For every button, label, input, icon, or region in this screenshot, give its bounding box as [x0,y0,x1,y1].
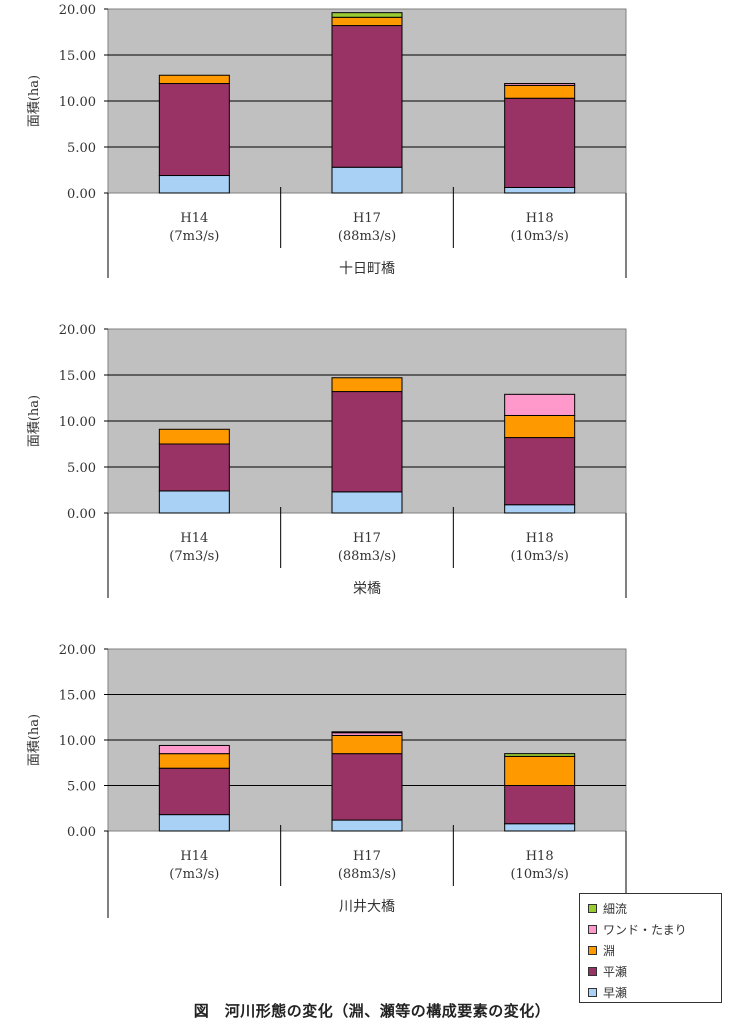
bar-segment-sairyu-h17 [331,12,403,18]
figure-caption: 図 河川形態の変化（淵、瀬等の構成要素の変化） [193,1002,551,1020]
bar-segment-hirase-h14 [158,83,230,177]
bar-segment-sairyu-h18 [504,753,576,757]
bar-segment-hayase-h14 [158,814,230,832]
y-tick-label: 15.00 [59,369,96,384]
bar-segment-wando-h18 [504,83,576,86]
bar-segment-hayase-h18 [504,823,576,832]
bar-segment-hayase-h18 [504,186,576,194]
legend-swatch [588,903,597,913]
legend-label: ワンド・たまり [603,922,687,937]
y-tick-label: 20.00 [59,323,96,338]
y-tick-label: 20.00 [59,643,96,658]
legend-swatch [588,966,597,976]
legend-item-fuchi: 淵 [588,942,615,958]
category-label: H17 [353,849,381,864]
legend-item-sairyu: 細流 [588,900,627,916]
bar-segment-fuchi-h17 [331,377,403,393]
y-axis-label: 面積(ha) [27,75,42,127]
station-label: 十日町橋 [339,261,395,277]
bar-segment-hayase-h18 [504,504,576,514]
category-flow-label: (10m3/s) [510,229,568,244]
legend-swatch [588,924,597,934]
legend-label: 平瀬 [603,964,628,979]
category-flow-label: (10m3/s) [510,549,568,564]
station-label: 川井大橋 [339,899,395,915]
bar-segment-hirase-h17 [331,25,403,168]
bar-segment-hirase-h14 [158,443,230,492]
y-tick-label: 0.00 [67,825,96,840]
legend-swatch [588,945,597,955]
category-flow-label: (88m3/s) [338,867,396,882]
y-tick-label: 0.00 [67,507,96,522]
category-flow-label: (7m3/s) [169,867,219,882]
chart-legend: 細流ワンド・たまり淵平瀬早瀬 [579,893,722,1003]
category-label: H18 [526,211,554,226]
y-tick-label: 10.00 [59,95,96,110]
bar-segment-fuchi-h17 [331,734,403,755]
bar-segment-hirase-h17 [331,753,403,821]
bar-segment-hirase-h18 [504,785,576,825]
y-tick-label: 0.00 [67,187,96,202]
bar-segment-sairyu-h17 [331,731,403,734]
bar-segment-fuchi-h17 [331,16,403,27]
y-tick-label: 5.00 [67,780,96,795]
y-tick-label: 15.00 [59,49,96,64]
station-label: 栄橋 [353,581,381,597]
bar-segment-wando-h18 [504,393,576,416]
category-label: H14 [180,531,208,546]
legend-label: 淵 [603,943,616,958]
bar-segment-fuchi-h18 [504,755,576,787]
y-tick-label: 5.00 [67,141,96,156]
bar-segment-wando-h14 [158,744,230,755]
y-tick-label: 20.00 [59,3,96,18]
category-flow-label: (88m3/s) [338,549,396,564]
bar-segment-fuchi-h14 [158,753,230,769]
category-label: H14 [180,849,208,864]
bar-segment-hayase-h17 [331,166,403,194]
legend-item-wando: ワンド・たまり [588,921,687,937]
y-tick-label: 15.00 [59,689,96,704]
y-tick-label: 5.00 [67,461,96,476]
legend-label: 早瀬 [603,985,628,1000]
legend-item-hirase: 平瀬 [588,963,627,979]
category-flow-label: (7m3/s) [169,229,219,244]
category-label: H17 [353,211,381,226]
category-flow-label: (10m3/s) [510,867,568,882]
bar-segment-hayase-h17 [331,491,403,514]
bar-segment-hirase-h18 [504,437,576,506]
legend-label: 細流 [603,901,628,916]
category-label: H18 [526,849,554,864]
y-tick-label: 10.00 [59,734,96,749]
bar-segment-fuchi-h18 [504,84,576,99]
bar-segment-hirase-h17 [331,391,403,493]
bar-segment-hirase-h18 [504,97,576,188]
category-flow-label: (7m3/s) [169,549,219,564]
bar-segment-hayase-h17 [331,819,403,832]
bar-segment-fuchi-h18 [504,414,576,439]
bar-segment-hayase-h14 [158,490,230,514]
legend-item-hayase: 早瀬 [588,984,627,1000]
category-label: H18 [526,531,554,546]
y-tick-label: 10.00 [59,415,96,430]
bar-segment-fuchi-h14 [158,428,230,445]
category-label: H14 [180,211,208,226]
bar-segment-hirase-h14 [158,767,230,816]
bar-segment-hayase-h14 [158,175,230,194]
legend-swatch [588,987,597,997]
y-axis-label: 面積(ha) [27,714,42,766]
y-axis-label: 面積(ha) [27,395,42,447]
category-flow-label: (88m3/s) [338,229,396,244]
bar-segment-fuchi-h14 [158,74,230,85]
category-label: H17 [353,531,381,546]
